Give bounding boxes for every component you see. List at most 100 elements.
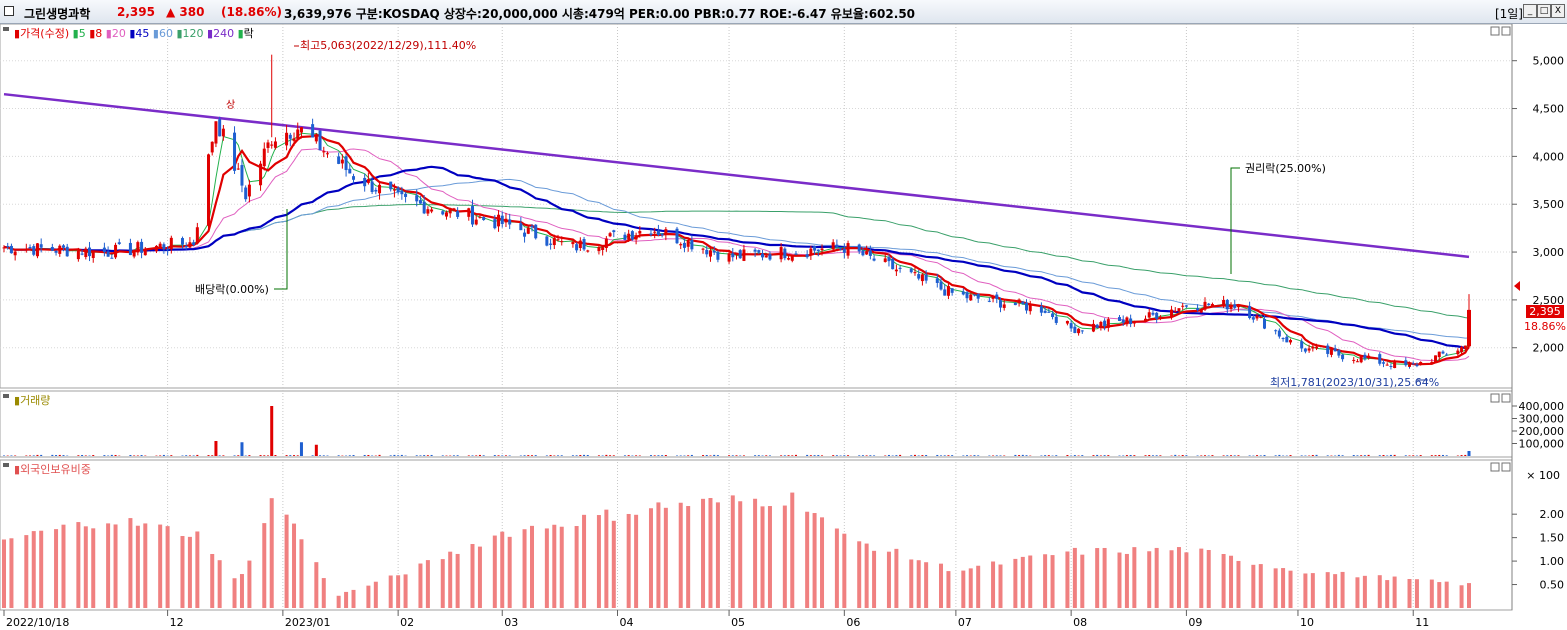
- foreign-ratio-bar: [24, 535, 29, 608]
- candle-body: [311, 124, 315, 138]
- x-tick-label: 06: [846, 616, 860, 629]
- volume-bar: [586, 455, 589, 456]
- volume-bar: [605, 454, 608, 456]
- candle-body: [6, 245, 10, 247]
- foreign-collapse-icon[interactable]: [3, 463, 9, 467]
- panel-collapse-icon[interactable]: [3, 27, 9, 31]
- foreign-ratio-bar: [1251, 564, 1256, 608]
- candle-body: [712, 250, 716, 253]
- volume-bar: [1363, 455, 1366, 456]
- volume-bar: [1445, 455, 1448, 456]
- volume-bar: [1419, 455, 1422, 456]
- candle-body: [1315, 346, 1319, 349]
- volume-bar: [423, 455, 426, 456]
- candle-body: [9, 245, 13, 254]
- candle-body: [701, 248, 705, 250]
- candle-body: [578, 240, 582, 248]
- panel-close-icon[interactable]: [1501, 26, 1511, 36]
- y-tick-label: 2,500: [1533, 294, 1565, 307]
- volume-bar: [1185, 455, 1188, 456]
- volume-bar: [397, 455, 400, 456]
- candle-body: [1456, 350, 1460, 355]
- foreign-ratio-bar: [1147, 551, 1152, 608]
- candle-body: [783, 248, 787, 259]
- foreign-restore-icon[interactable]: [1490, 462, 1500, 472]
- foreign-ratio-bar: [961, 570, 966, 608]
- volume-bar: [263, 455, 266, 456]
- volume-bar: [285, 455, 288, 456]
- foreign-ratio-bar: [373, 581, 378, 608]
- foreign-ratio-bar: [790, 492, 795, 608]
- candle-body: [1017, 299, 1021, 304]
- candle-body: [1229, 305, 1233, 309]
- foreign-ratio-bar: [767, 506, 772, 608]
- volume-bar: [508, 455, 511, 456]
- foreign-ratio-bar: [656, 502, 661, 608]
- volume-spike-bar: [240, 442, 244, 456]
- foreign-ratio-bar: [54, 529, 59, 608]
- foreign-ratio-bar: [626, 513, 631, 608]
- volume-bar: [895, 455, 898, 456]
- volume-collapse-icon[interactable]: [3, 394, 9, 398]
- volume-bar: [690, 454, 693, 456]
- candle-body: [939, 281, 943, 290]
- current-pct-tag: 18.86%: [1524, 320, 1566, 333]
- foreign-ratio-bar: [701, 498, 706, 608]
- volume-bar: [1211, 455, 1214, 456]
- candle-body: [1300, 341, 1304, 349]
- candle-body: [58, 245, 62, 254]
- foreign-ratio-bar: [812, 513, 817, 608]
- candle-body: [508, 219, 512, 225]
- candle-body: [545, 236, 549, 246]
- volume-bar: [609, 455, 612, 456]
- foreign-ratio-bar: [232, 578, 237, 608]
- minimize-icon[interactable]: _: [1523, 4, 1537, 18]
- candle-body: [1099, 321, 1103, 328]
- legend-ma240: 240: [213, 27, 234, 40]
- maximize-icon[interactable]: □: [1537, 4, 1551, 18]
- candle-body: [831, 242, 835, 250]
- candle-body: [705, 249, 709, 255]
- volume-bar: [259, 455, 262, 456]
- volume-bar: [1018, 455, 1021, 456]
- candle-body: [891, 259, 895, 270]
- volume-bar: [322, 455, 325, 456]
- vol-y-tick-label: 100,000: [1519, 438, 1565, 451]
- candle-body: [664, 229, 668, 235]
- candle-body: [266, 142, 270, 148]
- volume-restore-icon[interactable]: [1490, 393, 1500, 403]
- period-selector[interactable]: [1일]: [1494, 7, 1523, 21]
- panel-restore-icon[interactable]: [1490, 26, 1500, 36]
- y-tick-label: 3,500: [1533, 198, 1565, 211]
- candle-body: [195, 227, 199, 244]
- candle-body: [1222, 299, 1226, 306]
- volume-bar: [765, 455, 768, 456]
- foreign-close-icon[interactable]: [1501, 462, 1511, 472]
- volume-close-icon[interactable]: [1501, 393, 1511, 403]
- candle-body: [110, 257, 114, 259]
- volume-bar: [940, 455, 943, 456]
- candle-body: [467, 208, 471, 217]
- close-icon[interactable]: X: [1551, 4, 1565, 18]
- candle-body: [1329, 349, 1333, 355]
- foreign-ratio-bar: [366, 585, 371, 608]
- foreign-ratio-bar: [1072, 547, 1077, 608]
- volume-bar: [757, 455, 760, 456]
- candle-body: [337, 156, 341, 164]
- volume-bar: [266, 455, 269, 456]
- volume-bar: [1404, 455, 1407, 456]
- candle-body: [1274, 330, 1278, 332]
- candle-body: [1073, 326, 1077, 333]
- volume-bar: [1356, 455, 1359, 456]
- current-price-tag-text: 2,395: [1529, 305, 1561, 318]
- volume-bar: [560, 455, 563, 456]
- volume-bar: [947, 455, 950, 456]
- foreign-ratio-bar: [648, 508, 653, 608]
- foreign-ratio-bar: [1020, 556, 1025, 608]
- candle-body: [1121, 319, 1125, 323]
- select-checkbox[interactable]: [4, 6, 14, 16]
- candle-body: [240, 165, 244, 186]
- stock-chart[interactable]: 2022/10/18 12 2023/01 02 03 04 05 06 07 08 09 10 11 2…: [0, 24, 1567, 630]
- volume-bar: [393, 454, 396, 456]
- foreign-ratio-bar: [210, 554, 215, 608]
